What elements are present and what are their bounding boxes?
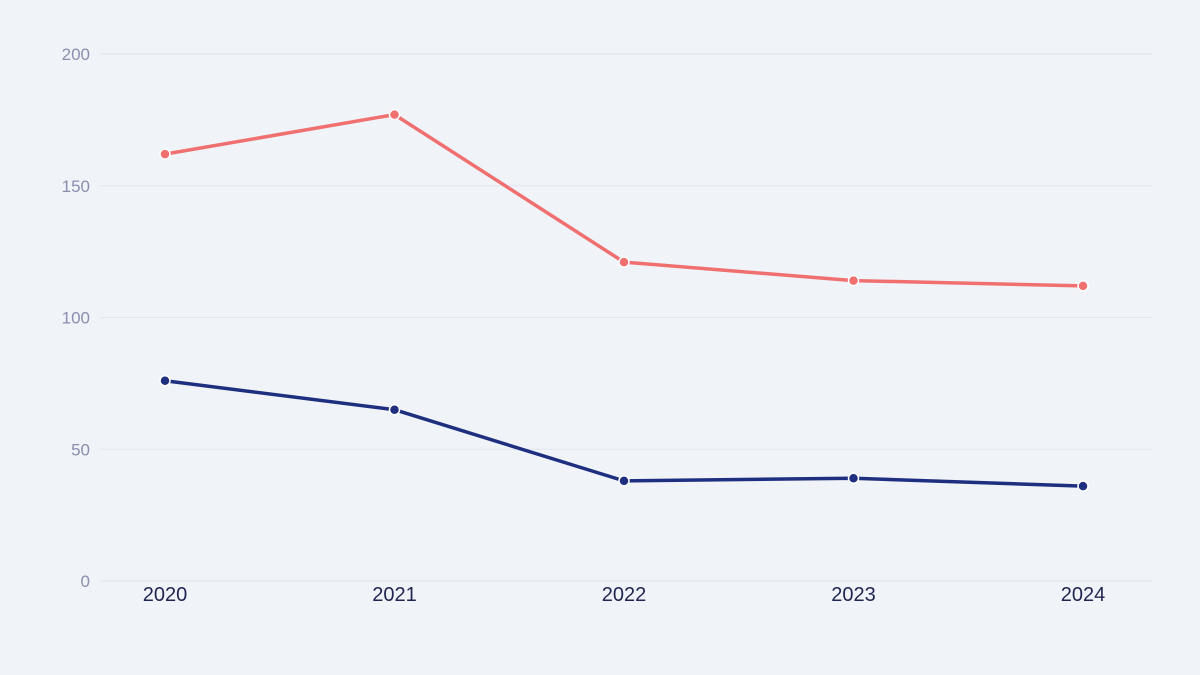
x-tick-label: 2020	[143, 584, 188, 606]
y-tick-label: 100	[62, 309, 90, 328]
data-points	[159, 108, 1089, 492]
data-point[interactable]	[618, 475, 630, 487]
data-point[interactable]	[847, 472, 860, 484]
data-point[interactable]	[618, 256, 630, 268]
y-tick-label: 200	[62, 45, 90, 64]
series-line-2	[163, 378, 1085, 488]
data-point[interactable]	[388, 108, 401, 121]
y-tick-label: 150	[62, 177, 90, 196]
grid-lines	[100, 53, 1152, 582]
x-tick-label: 2023	[831, 584, 876, 606]
x-axis-ticks: 2020 2021 2022 2023 2024	[143, 584, 1106, 606]
data-point[interactable]	[1077, 280, 1089, 292]
data-point[interactable]	[159, 148, 171, 160]
y-tick-label: 0	[81, 572, 90, 591]
x-tick-label: 2021	[372, 584, 417, 606]
data-point[interactable]	[1077, 480, 1089, 492]
y-axis-ticks: 0 50 100 150 200	[62, 45, 90, 591]
data-point[interactable]	[847, 274, 860, 287]
data-point[interactable]	[159, 374, 171, 387]
series-lines	[163, 112, 1085, 488]
y-tick-label: 50	[71, 440, 90, 459]
data-point[interactable]	[388, 403, 401, 416]
x-tick-label: 2024	[1061, 584, 1106, 606]
x-tick-label: 2022	[602, 584, 647, 606]
